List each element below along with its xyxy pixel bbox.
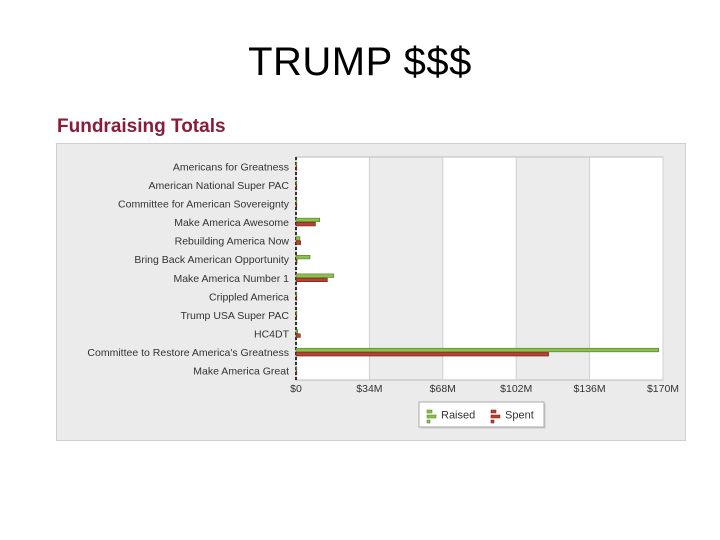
x-tick-label: $0 <box>290 383 302 395</box>
grid-band <box>369 157 443 380</box>
bar-raised <box>295 292 298 297</box>
plot-area <box>295 156 664 381</box>
bar-spent <box>295 314 298 320</box>
bar-raised <box>295 217 321 223</box>
bar-spent <box>295 240 302 245</box>
legend-swatch <box>426 419 431 424</box>
bar-raised <box>295 310 298 315</box>
bar-raised <box>295 199 298 204</box>
bar-spent <box>295 222 316 227</box>
x-tick-label: $102M <box>500 383 532 395</box>
legend-swatch <box>490 419 495 424</box>
bar-spent <box>295 277 328 282</box>
legend-label: Spent <box>505 410 534 422</box>
legend-swatch <box>490 409 497 414</box>
bar-spent <box>295 259 298 264</box>
category-label: Make America Awesome <box>174 217 289 229</box>
category-label: Rebuilding America Now <box>175 236 290 248</box>
category-label: Trump USA Super PAC <box>180 310 289 322</box>
category-label: Committee to Restore America's Greatness <box>87 347 289 359</box>
category-label: Americans for Greatness <box>173 161 289 173</box>
bar-spent <box>295 333 301 338</box>
bar-raised <box>295 366 298 371</box>
legend-label: Raised <box>441 410 475 422</box>
bar-raised <box>295 162 298 167</box>
bar-spent <box>295 184 298 190</box>
bar-raised <box>295 255 311 260</box>
legend-swatch <box>490 414 501 419</box>
x-tick-label: $68M <box>430 383 456 395</box>
bar-raised <box>295 273 335 278</box>
category-label: Committee for American Sovereignty <box>118 198 290 210</box>
bar-spent <box>295 352 549 357</box>
category-label: Make America Number 1 <box>173 273 289 285</box>
bar-raised <box>295 347 659 353</box>
bar-spent <box>295 296 298 301</box>
bar-raised <box>295 329 299 334</box>
category-label: Make America Great <box>193 366 289 378</box>
bar-spent <box>295 166 298 171</box>
bar-spent <box>295 370 298 375</box>
bar-spent <box>295 203 298 208</box>
slide-title: TRUMP $$$ <box>248 40 472 84</box>
legend-swatch <box>426 414 437 419</box>
chart-title: Fundraising Totals <box>57 116 226 137</box>
category-label: HC4DT <box>254 329 290 341</box>
legend-box <box>418 401 545 428</box>
category-label: American National Super PAC <box>149 180 290 192</box>
x-tick-label: $170M <box>647 383 679 395</box>
x-tick-label: $34M <box>356 383 382 395</box>
x-tick-label: $136M <box>574 383 606 395</box>
grid-band <box>516 157 590 380</box>
category-label: Crippled America <box>209 291 289 303</box>
bar-raised <box>295 236 301 241</box>
bar-raised <box>295 180 298 185</box>
category-label: Bring Back American Opportunity <box>134 254 289 266</box>
legend-swatch <box>426 409 433 414</box>
